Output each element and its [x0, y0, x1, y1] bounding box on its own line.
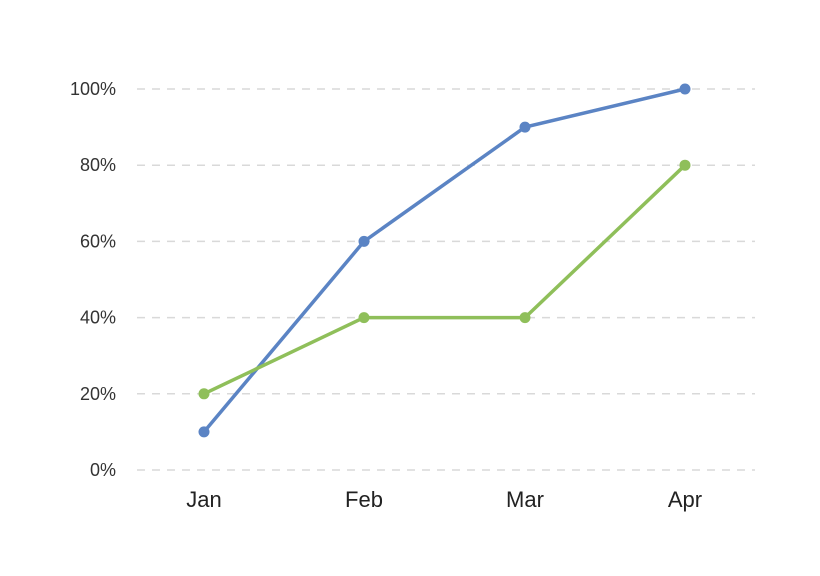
- data-point: [519, 312, 531, 324]
- series-line: [202, 87, 687, 434]
- data-point: [679, 83, 691, 95]
- data-point: [358, 312, 370, 324]
- x-category-label: Feb: [345, 487, 383, 512]
- y-tick-label: 20%: [80, 384, 116, 404]
- data-point: [519, 121, 531, 133]
- series-line: [202, 163, 687, 396]
- x-category-label: Jan: [186, 487, 221, 512]
- data-point: [198, 426, 210, 438]
- series-2: [198, 159, 691, 400]
- y-tick-label: 40%: [80, 308, 116, 328]
- y-tick-label: 60%: [80, 231, 116, 251]
- y-tick-label: 100%: [70, 79, 116, 99]
- data-point: [679, 159, 691, 171]
- y-axis-tick-labels: 0% 20% 40% 60% 80% 100%: [70, 79, 116, 480]
- x-category-label: Mar: [506, 487, 544, 512]
- x-category-label: Apr: [668, 487, 702, 512]
- series-lines: [198, 83, 691, 438]
- data-point: [198, 388, 210, 400]
- x-axis-category-labels: Jan Feb Mar Apr: [186, 487, 702, 512]
- y-tick-label: 0%: [90, 460, 116, 480]
- y-tick-label: 80%: [80, 155, 116, 175]
- data-point: [358, 235, 370, 247]
- series-1: [198, 83, 691, 438]
- grid-lines: [137, 88, 755, 471]
